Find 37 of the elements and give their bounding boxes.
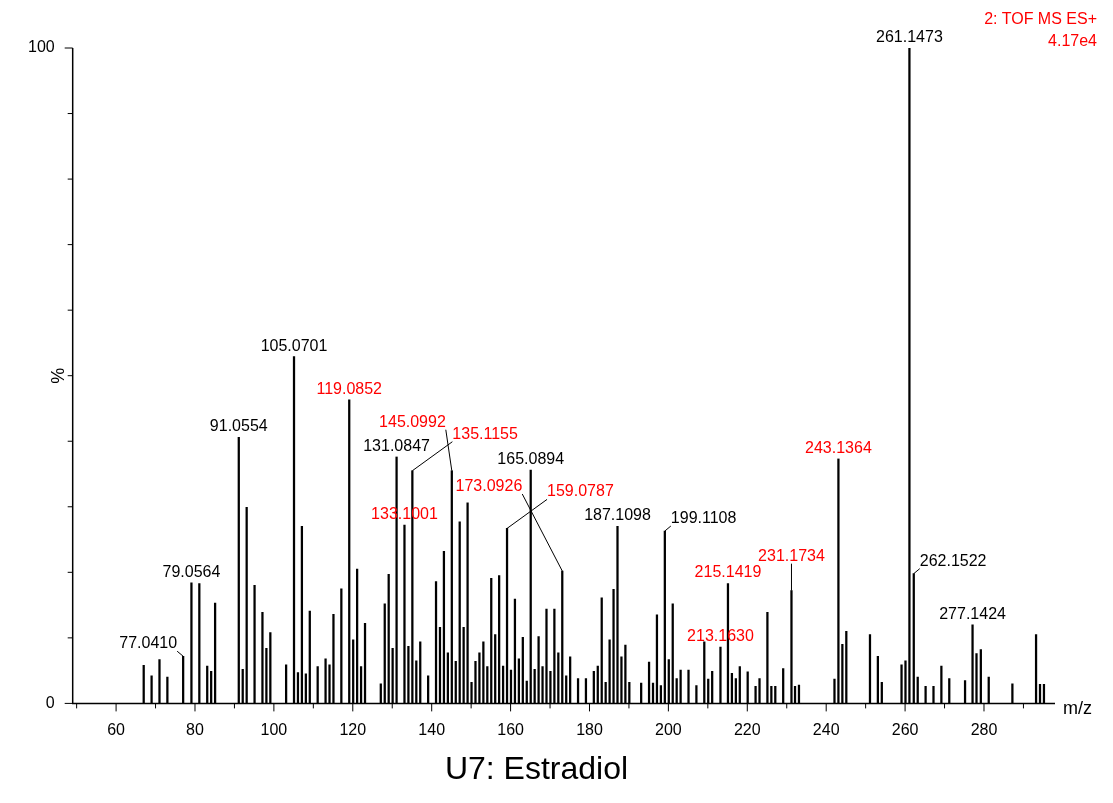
annotation: 91.0554 [209,417,268,435]
x-tick-label: 280 [970,721,998,739]
annotation: 199.1108 [670,509,737,527]
y-axis-title: % [47,367,68,384]
y-tick-label: 0 [45,693,55,711]
annotation: 231.1734 [758,546,825,564]
x-tick-label: 160 [497,721,525,739]
x-tick-label: 120 [339,721,367,739]
x-tick-label: 100 [260,721,288,739]
annotation: 165.0894 [497,450,565,468]
annotation: 173.0926 [455,477,523,495]
annotation: 261.1473 [876,28,943,45]
annotation: 4.17e4 [1048,32,1098,50]
x-axis-title: m/z [1063,698,1092,719]
annotation: 79.0564 [162,562,221,580]
annotation: 243.1364 [805,438,872,456]
x-tick-label: 220 [733,721,761,739]
annotation: 187.1098 [584,506,651,524]
x-tick-label: 260 [891,721,919,739]
annotation: 145.0992 [379,412,446,430]
annotation: 119.0852 [316,379,383,397]
x-tick-label: 240 [812,721,840,739]
annotation: 277.1424 [939,604,1007,622]
annotation: 135.1155 [452,424,519,442]
annotation: 131.0847 [363,436,431,454]
text: 2: TOF MS ES+ [984,10,1097,28]
annotation: 215.1419 [694,563,762,581]
x-tick-label: 180 [576,721,603,739]
annotation: 77.0410 [119,634,178,652]
annotation: 105.0701 [260,336,328,354]
x-tick-label: 60 [107,721,126,739]
x-tick-label: 140 [418,721,446,739]
x-tick-label: 200 [655,721,682,739]
x-tick-label: 80 [186,721,204,739]
annotation: 262.1522 [919,551,987,569]
text: U7: Estradiol [444,749,629,786]
annotation: 159.0787 [547,482,614,500]
